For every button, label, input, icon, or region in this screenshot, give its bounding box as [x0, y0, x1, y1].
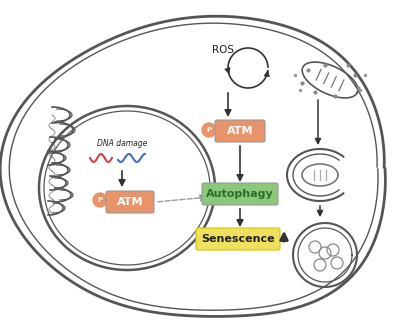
- Text: P: P: [98, 197, 102, 203]
- Circle shape: [93, 193, 107, 207]
- Text: ATM: ATM: [117, 197, 143, 207]
- Text: P: P: [206, 127, 212, 133]
- FancyBboxPatch shape: [106, 191, 154, 213]
- FancyBboxPatch shape: [196, 228, 280, 250]
- Text: ATM: ATM: [227, 126, 253, 136]
- Circle shape: [202, 123, 216, 137]
- Text: DNA damage: DNA damage: [97, 138, 147, 147]
- Text: Autophagy: Autophagy: [206, 189, 274, 199]
- FancyBboxPatch shape: [202, 183, 278, 205]
- FancyBboxPatch shape: [215, 120, 265, 142]
- Text: ROS: ROS: [212, 45, 234, 55]
- Text: Senescence: Senescence: [201, 234, 275, 244]
